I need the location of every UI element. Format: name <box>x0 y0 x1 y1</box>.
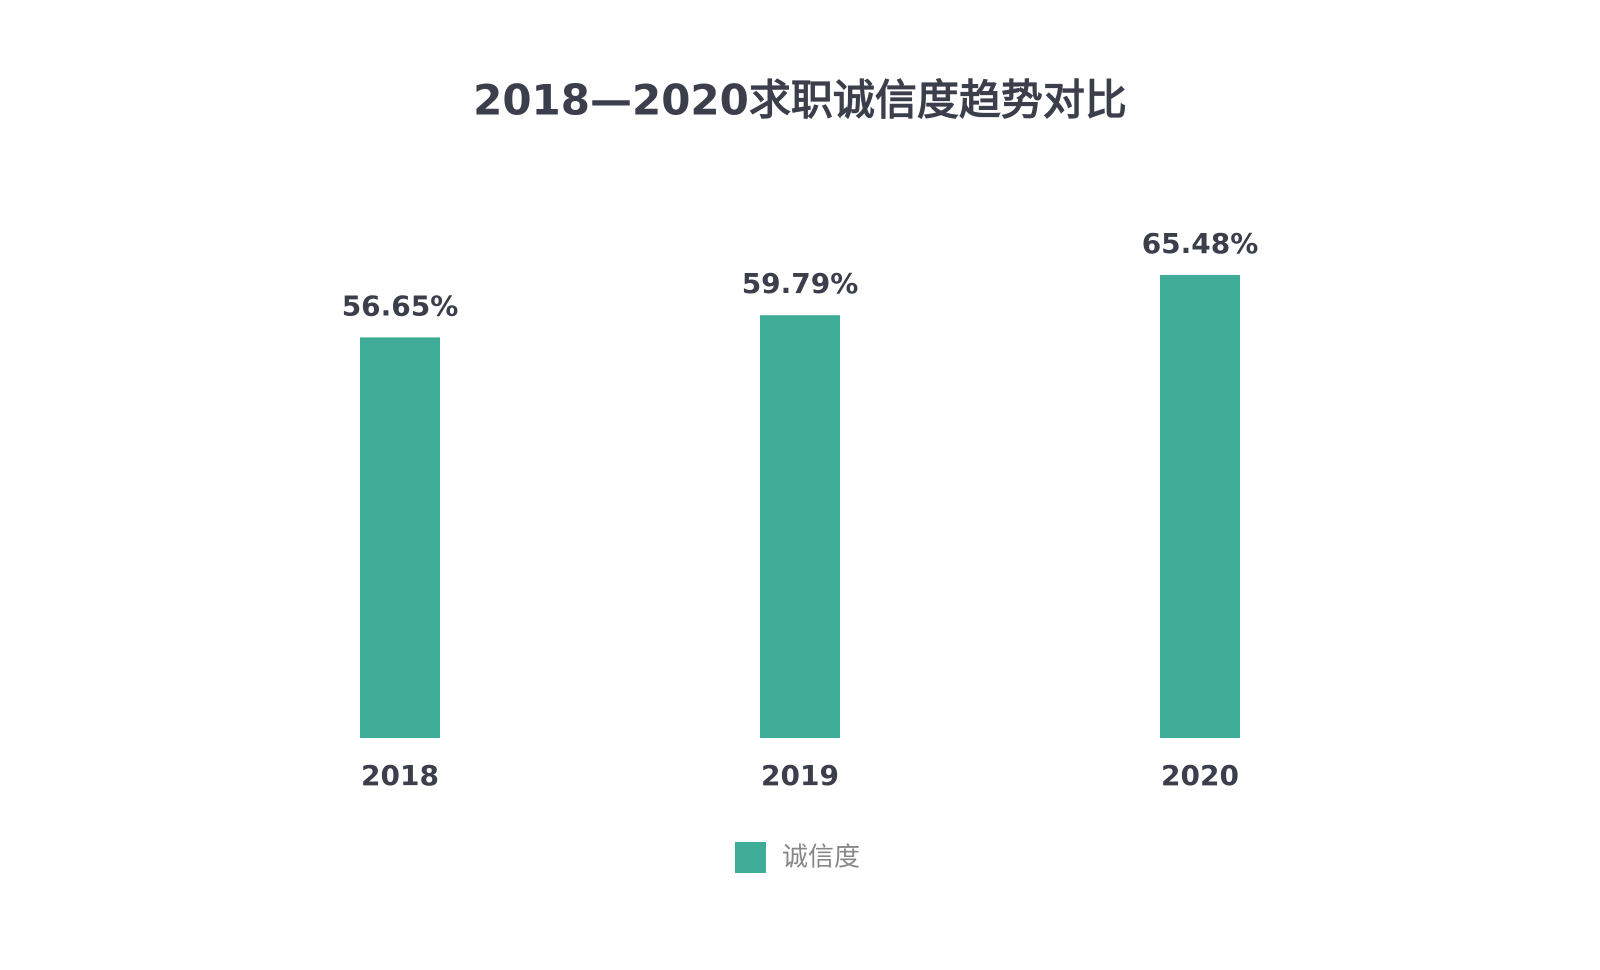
value-label: 56.65% <box>342 289 459 322</box>
x-tick-label: 2020 <box>1161 759 1239 792</box>
legend-label: 诚信度 <box>782 843 860 873</box>
value-label: 65.48% <box>1142 227 1259 260</box>
bar <box>360 337 440 738</box>
x-tick-label: 2018 <box>361 759 439 792</box>
chart-title: 2018—2020求职诚信度趋势对比 <box>473 76 1127 125</box>
x-tick-label: 2019 <box>761 759 839 792</box>
bar <box>760 315 840 738</box>
bar <box>1160 274 1240 738</box>
value-label: 59.79% <box>742 267 859 300</box>
legend-swatch <box>735 842 766 873</box>
